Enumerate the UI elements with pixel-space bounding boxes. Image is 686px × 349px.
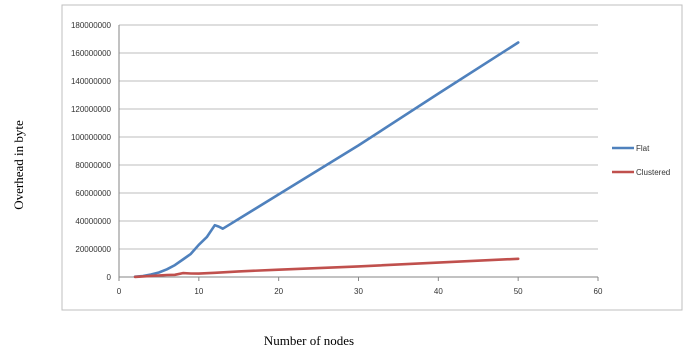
y-tick-label: 100000000 xyxy=(71,133,112,142)
x-tick-label: 0 xyxy=(117,287,122,296)
y-axis-title: Overhead in byte xyxy=(11,120,26,210)
y-tick-label: 0 xyxy=(107,273,112,282)
y-tick-label: 20000000 xyxy=(75,245,111,254)
series-lines xyxy=(133,41,520,279)
y-tick-label: 40000000 xyxy=(75,217,111,226)
legend-label-clustered: Clustered xyxy=(636,168,670,177)
y-tick-label: 160000000 xyxy=(71,49,112,58)
legend-label-flat: Flat xyxy=(636,144,650,153)
x-axis-title: Number of nodes xyxy=(264,333,354,348)
y-tick-label: 120000000 xyxy=(71,105,112,114)
chart-frame xyxy=(61,4,683,311)
series-line-clustered xyxy=(133,257,520,279)
x-tick-label: 10 xyxy=(194,287,203,296)
gridlines xyxy=(119,24,598,250)
x-tick-label: 20 xyxy=(274,287,283,296)
x-tick-label: 30 xyxy=(354,287,363,296)
y-tick-label: 60000000 xyxy=(75,189,111,198)
x-tick-labels: 0 10 20 30 40 50 60 xyxy=(117,287,603,296)
y-tick-label: 80000000 xyxy=(75,161,111,170)
x-tick-label: 50 xyxy=(514,287,523,296)
y-tick-label: 180000000 xyxy=(71,21,112,30)
legend: Flat Clustered xyxy=(612,144,670,177)
series-line-flat xyxy=(133,41,520,278)
x-tick-label: 40 xyxy=(434,287,443,296)
y-tick-labels: 0 20000000 40000000 60000000 80000000 1000000… xyxy=(71,21,112,282)
x-tick-label: 60 xyxy=(594,287,603,296)
axes xyxy=(118,25,599,281)
y-tick-label: 140000000 xyxy=(71,77,112,86)
